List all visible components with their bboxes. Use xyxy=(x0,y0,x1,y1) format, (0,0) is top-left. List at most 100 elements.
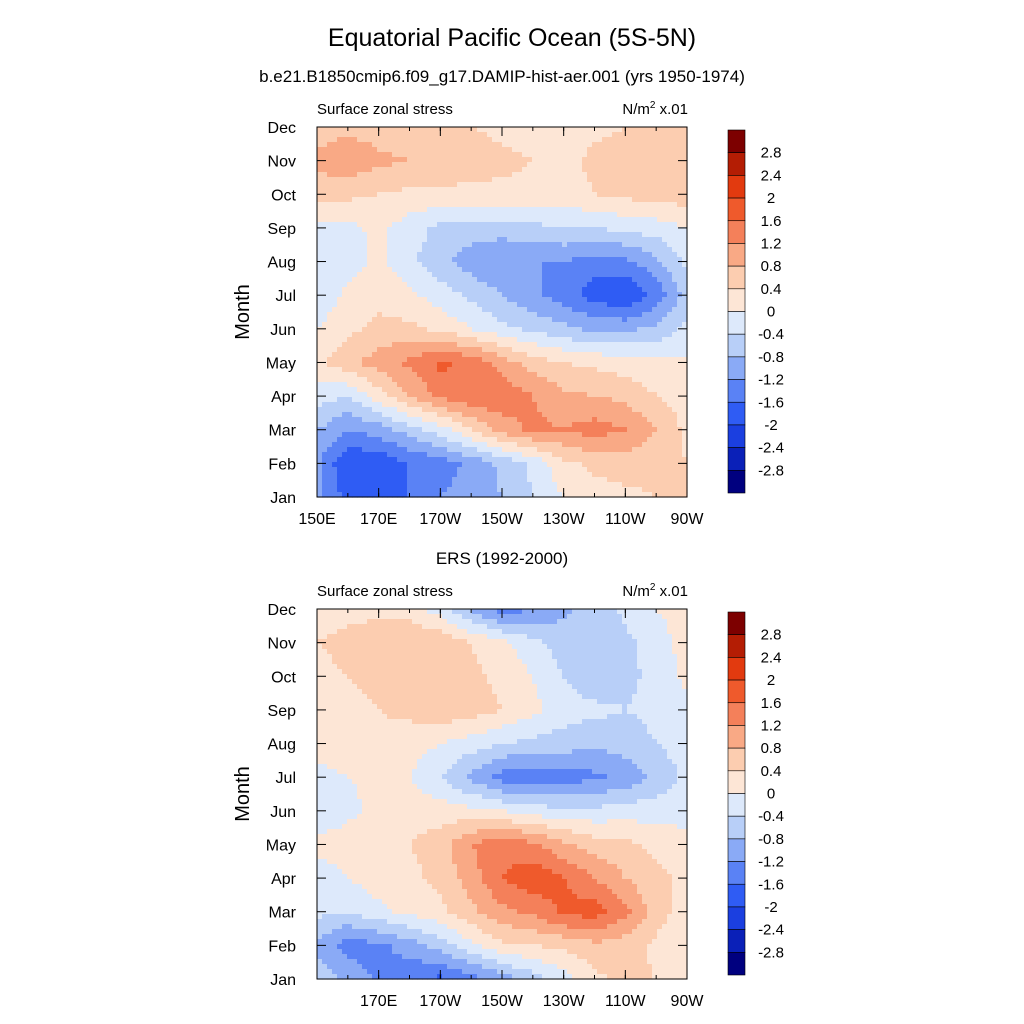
heatmap-cell xyxy=(557,292,563,298)
heatmap-cell xyxy=(522,412,528,418)
heatmap-cell xyxy=(407,307,413,313)
heatmap-cell xyxy=(507,327,513,333)
heatmap-cell xyxy=(662,212,668,218)
heatmap-cell xyxy=(532,427,538,433)
heatmap-cell xyxy=(642,177,648,183)
heatmap-cell xyxy=(602,372,608,378)
heatmap-cell xyxy=(487,337,493,343)
heatmap-cell xyxy=(647,382,653,388)
heatmap-cell xyxy=(517,177,523,183)
heatmap-cell xyxy=(412,287,418,293)
heatmap-cell xyxy=(652,142,658,148)
heatmap-cell xyxy=(667,172,673,178)
heatmap-cell xyxy=(402,302,408,308)
heatmap-cell xyxy=(497,292,503,298)
heatmap-cell xyxy=(322,207,328,213)
heatmap-cell xyxy=(437,322,443,328)
heatmap-cell xyxy=(627,332,633,338)
heatmap-cell xyxy=(412,167,418,173)
heatmap-cell xyxy=(567,387,573,393)
heatmap-cell xyxy=(382,177,388,183)
heatmap-cell xyxy=(662,127,668,133)
heatmap-cell xyxy=(542,232,548,238)
heatmap-cell xyxy=(537,277,543,283)
heatmap-cell xyxy=(322,307,328,313)
heatmap-cell xyxy=(327,427,333,433)
heatmap-cell xyxy=(637,152,643,158)
heatmap-cell xyxy=(537,432,543,438)
heatmap-cell xyxy=(647,337,653,343)
heatmap-cell xyxy=(627,212,633,218)
heatmap-cell xyxy=(412,197,418,203)
heatmap-cell xyxy=(382,142,388,148)
heatmap-cell xyxy=(502,372,508,378)
heatmap-cell xyxy=(427,432,433,438)
heatmap-cell xyxy=(367,342,373,348)
heatmap-cell xyxy=(492,167,498,173)
heatmap-cell xyxy=(387,392,393,398)
heatmap-cell xyxy=(427,227,433,233)
heatmap-cell xyxy=(557,327,563,333)
heatmap-cell xyxy=(382,307,388,313)
heatmap-cell xyxy=(602,257,608,263)
heatmap-cell xyxy=(452,387,458,393)
heatmap-cell xyxy=(677,137,683,143)
heatmap-cell xyxy=(642,442,648,448)
heatmap-cell xyxy=(557,297,563,303)
heatmap-cell xyxy=(612,232,618,238)
heatmap-cell xyxy=(677,357,683,363)
heatmap-cell xyxy=(362,372,368,378)
heatmap-cell xyxy=(597,457,603,463)
heatmap-cell xyxy=(487,167,493,173)
heatmap-cell xyxy=(457,187,463,193)
heatmap-cell xyxy=(672,272,678,278)
heatmap-cell xyxy=(377,257,383,263)
heatmap-cell xyxy=(357,187,363,193)
heatmap-cell xyxy=(667,222,673,228)
heatmap-cell xyxy=(532,302,538,308)
heatmap-cell xyxy=(527,352,533,358)
panel-top-title: b.e21.B1850cmip6.f09_g17.DAMIP-hist-aer.… xyxy=(259,67,745,86)
heatmap-cell xyxy=(677,227,683,233)
heatmap-cell xyxy=(677,192,683,198)
heatmap-cell xyxy=(667,387,673,393)
heatmap-cell xyxy=(472,417,478,423)
heatmap-cell xyxy=(492,392,498,398)
heatmap-cell xyxy=(462,387,468,393)
heatmap-cell xyxy=(427,292,433,298)
heatmap-cell xyxy=(377,357,383,363)
heatmap-cell xyxy=(322,217,328,223)
heatmap-cell xyxy=(657,397,663,403)
heatmap-cell xyxy=(612,402,618,408)
heatmap-cell xyxy=(467,327,473,333)
heatmap-cell xyxy=(407,447,413,453)
heatmap-cell xyxy=(427,417,433,423)
heatmap-cell xyxy=(422,147,428,153)
heatmap-cell xyxy=(517,287,523,293)
heatmap-cell xyxy=(462,212,468,218)
heatmap-cell xyxy=(457,162,463,168)
heatmap-cell xyxy=(632,427,638,433)
heatmap-cell xyxy=(407,332,413,338)
heatmap-cell xyxy=(582,392,588,398)
heatmap-cell xyxy=(632,382,638,388)
heatmap-cell xyxy=(487,142,493,148)
heatmap-cell xyxy=(487,292,493,298)
heatmap-cell xyxy=(677,127,683,133)
heatmap-cell xyxy=(572,437,578,443)
heatmap-cell xyxy=(367,397,373,403)
heatmap-cell xyxy=(672,212,678,218)
heatmap-cell xyxy=(572,332,578,338)
heatmap-cell xyxy=(497,267,503,273)
heatmap-cell xyxy=(617,132,623,138)
heatmap-cell xyxy=(582,282,588,288)
heatmap-cell xyxy=(467,407,473,413)
heatmap-cell xyxy=(507,337,513,343)
heatmap-cell xyxy=(677,432,683,438)
heatmap-cell xyxy=(597,272,603,278)
heatmap-cell xyxy=(537,222,543,228)
heatmap-cell xyxy=(397,157,403,163)
heatmap-cell xyxy=(342,292,348,298)
heatmap-cell xyxy=(357,257,363,263)
heatmap-cell xyxy=(662,282,668,288)
